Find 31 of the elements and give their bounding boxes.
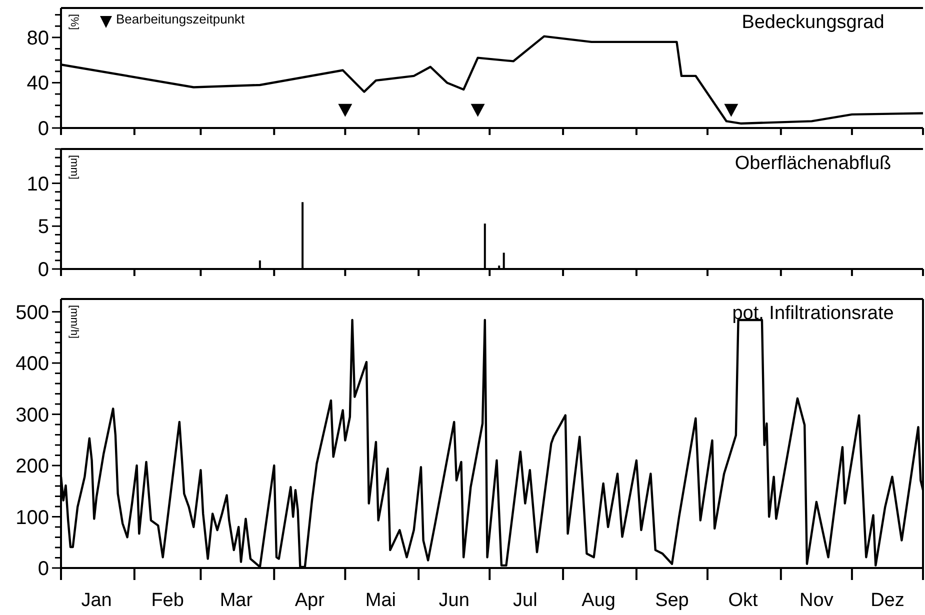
y-tick-label: 0 bbox=[38, 558, 49, 580]
y-axis-title: [mm] bbox=[68, 155, 80, 180]
x-tick-label: Aug bbox=[582, 590, 616, 611]
y-tick-label: 10 bbox=[26, 173, 49, 196]
y-axis-title: [%] bbox=[68, 14, 80, 30]
x-tick-label: Jul bbox=[513, 590, 538, 611]
y-axis-title: [mm/h] bbox=[68, 305, 80, 339]
chart-title: Bedeckungsgrad bbox=[742, 12, 884, 33]
chart-title: pot. Infiltrationsrate bbox=[732, 303, 894, 324]
x-tick-label: Okt bbox=[728, 590, 759, 611]
y-tick-label: 400 bbox=[16, 353, 49, 376]
x-tick-label: Feb bbox=[151, 590, 184, 611]
x-tick-label: Dez bbox=[870, 590, 904, 611]
y-tick-label: 0 bbox=[38, 118, 49, 140]
y-tick-label: 300 bbox=[16, 404, 49, 426]
x-tick-label: Apr bbox=[294, 590, 326, 611]
legend-label: Bearbeitungszeitpunkt bbox=[116, 11, 246, 26]
y-tick-label: 200 bbox=[16, 456, 49, 478]
y-tick-label: 40 bbox=[26, 72, 49, 95]
x-tick-label: Jun bbox=[438, 590, 470, 611]
y-tick-label: 5 bbox=[38, 216, 49, 238]
x-tick-label: Mar bbox=[220, 590, 254, 611]
chart-title: Oberflächenabfluß bbox=[734, 153, 892, 174]
x-tick-label: Jan bbox=[81, 590, 112, 611]
x-tick-label: Nov bbox=[800, 590, 834, 611]
y-tick-label: 80 bbox=[26, 27, 49, 50]
y-tick-label: 100 bbox=[16, 506, 49, 529]
x-tick-label: Sep bbox=[655, 590, 689, 611]
y-tick-label: 500 bbox=[16, 302, 49, 324]
y-tick-label: 0 bbox=[38, 259, 49, 281]
x-tick-label: Mai bbox=[365, 590, 396, 611]
